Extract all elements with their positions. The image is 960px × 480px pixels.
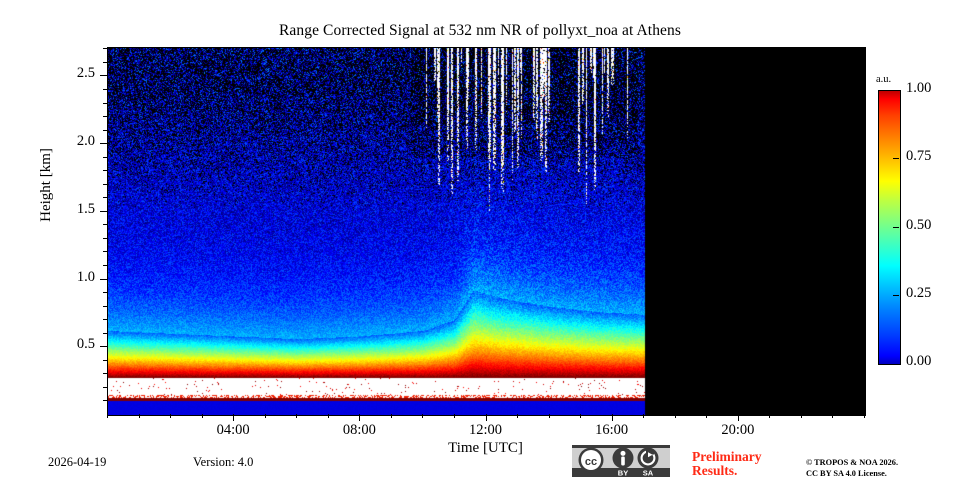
preliminary-line-2: Results. <box>692 463 738 478</box>
x-axis-label: Time [UTC] <box>448 440 523 456</box>
colorbar-unit-label: a.u. <box>876 74 892 85</box>
x-tick-mark-minor <box>390 414 392 418</box>
y-tick-mark-minor <box>103 251 107 253</box>
x-tick-mark <box>485 414 487 421</box>
y-tick-mark <box>100 143 107 145</box>
footer-date: 2026-04-19 <box>48 455 107 469</box>
svg-text:cc: cc <box>585 456 597 468</box>
x-tick-mark-minor <box>832 414 834 418</box>
plot-area <box>107 47 866 416</box>
cc-sa-text: SA <box>643 469 654 478</box>
x-tick-label: 04:00 <box>216 422 250 438</box>
x-tick-label: 16:00 <box>595 422 629 438</box>
colorbar-tick-label: 1.00 <box>906 80 932 96</box>
y-tick-mark-minor <box>103 359 107 361</box>
y-tick-mark-minor <box>103 332 107 334</box>
footer-version: Version: 4.0 <box>193 455 254 469</box>
y-axis-label: Height [km] <box>38 148 54 222</box>
y-tick-mark <box>100 210 107 212</box>
y-tick-mark-minor <box>103 88 107 90</box>
y-tick-mark-minor <box>103 156 107 158</box>
y-tick-mark-minor <box>103 129 107 131</box>
x-tick-mark-minor <box>138 414 140 418</box>
y-tick-mark-minor <box>103 183 107 185</box>
y-tick-mark-minor <box>103 386 107 388</box>
x-tick-mark-minor <box>422 414 424 418</box>
creative-commons-badge-icon: cc BY SA <box>572 445 670 477</box>
colorbar-tick-label: 0.75 <box>906 148 932 165</box>
y-tick-mark-minor <box>103 61 107 63</box>
preliminary-results-notice: Preliminary Results. <box>692 450 802 478</box>
x-tick-mark-minor <box>264 414 266 418</box>
y-tick-mark <box>100 346 107 348</box>
x-tick-mark-minor <box>327 414 329 418</box>
x-tick-mark-minor <box>170 414 172 418</box>
x-tick-mark <box>233 414 235 421</box>
y-tick-label: 2.0 <box>76 133 95 150</box>
x-tick-mark <box>611 414 613 421</box>
x-tick-mark-minor <box>706 414 708 418</box>
x-tick-mark-minor <box>769 414 771 418</box>
y-tick-mark-minor <box>103 170 107 172</box>
y-tick-mark-minor <box>103 265 107 267</box>
y-tick-mark <box>100 278 107 280</box>
x-tick-label: 08:00 <box>342 422 376 438</box>
x-tick-mark <box>359 414 361 421</box>
x-tick-mark-minor <box>453 414 455 418</box>
x-tick-mark-minor <box>201 414 203 418</box>
preliminary-line-1: Preliminary <box>692 449 762 464</box>
y-tick-mark-minor <box>103 400 107 402</box>
x-tick-mark-minor <box>643 414 645 418</box>
x-tick-mark-minor <box>107 414 108 418</box>
x-tick-mark-minor <box>517 414 519 418</box>
y-tick-mark-minor <box>103 373 107 375</box>
colorbar-tick-label: 0.50 <box>906 216 932 233</box>
y-tick-mark-minor <box>103 116 107 118</box>
y-tick-mark-minor <box>103 224 107 226</box>
x-tick-mark-minor <box>548 414 550 418</box>
colorbar-tick-mark <box>893 158 899 160</box>
x-tick-mark-minor <box>674 414 676 418</box>
y-tick-mark-minor <box>103 48 107 50</box>
copyright-line-1: © TROPOS & NOA 2026. <box>806 458 899 467</box>
y-tick-label: 1.0 <box>76 268 95 285</box>
copyright-notice: © TROPOS & NOA 2026. CC BY SA 4.0 Licens… <box>806 458 956 479</box>
x-tick-mark-minor <box>864 414 865 418</box>
y-tick-mark <box>100 75 107 77</box>
copyright-line-2: CC BY SA 4.0 License. <box>806 468 887 478</box>
x-tick-mark-minor <box>580 414 582 418</box>
x-tick-mark-minor <box>800 414 802 418</box>
colorbar-tick-mark <box>893 294 899 296</box>
colorbar-tick-label: 0.00 <box>906 353 932 369</box>
x-tick-label: 20:00 <box>721 422 755 438</box>
cc-by-text: BY <box>618 469 628 478</box>
x-tick-mark <box>737 414 739 421</box>
heatmap-canvas <box>108 48 865 415</box>
y-tick-mark-minor <box>103 319 107 321</box>
y-tick-label: 0.5 <box>76 336 95 353</box>
y-tick-mark-minor <box>103 197 107 199</box>
x-tick-label: 12:00 <box>468 422 503 438</box>
colorbar-tick-mark <box>893 226 899 228</box>
y-tick-mark-minor <box>103 305 107 307</box>
y-tick-label: 1.5 <box>76 200 95 217</box>
y-tick-label: 2.5 <box>76 65 95 82</box>
colorbar <box>878 90 901 365</box>
y-tick-mark-minor <box>103 292 107 294</box>
y-tick-mark-minor <box>103 102 107 104</box>
x-tick-mark-minor <box>296 414 298 418</box>
colorbar-tick-label: 0.25 <box>906 284 932 301</box>
chart-title: Range Corrected Signal at 532 nm NR of p… <box>278 22 682 39</box>
y-tick-mark-minor <box>103 237 107 239</box>
